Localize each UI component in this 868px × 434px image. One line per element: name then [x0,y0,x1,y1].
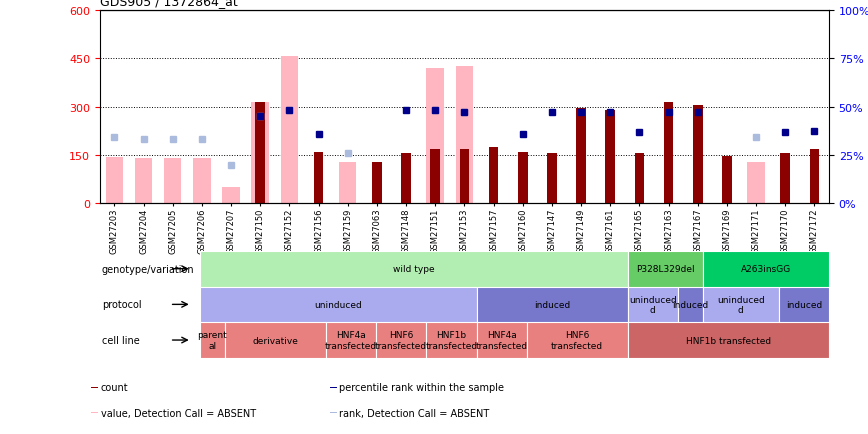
Text: uninduced
d: uninduced d [717,295,765,314]
Text: HNF1b transfected: HNF1b transfected [686,336,771,345]
Bar [200,287,477,322]
Text: GDS905 / 1372864_at: GDS905 / 1372864_at [100,0,238,8]
Bar [339,163,357,204]
Bar [225,322,326,358]
Text: HNF4a
transfected: HNF4a transfected [325,331,377,350]
Bar [194,159,211,204]
Bar [431,150,440,204]
Text: uninduced: uninduced [314,300,362,309]
Text: count: count [101,382,128,392]
Bar [426,69,444,204]
Bar [164,158,181,204]
Bar [628,251,703,287]
Text: genotype/variation: genotype/variation [102,264,194,274]
Bar [518,152,528,204]
Bar [135,159,152,204]
Bar [330,387,337,388]
Bar [426,322,477,358]
Bar [200,251,628,287]
Text: induced: induced [786,300,822,309]
Bar [605,111,615,204]
Text: induced: induced [673,300,708,309]
Bar [330,412,337,414]
Text: HNF4a
transfected: HNF4a transfected [476,331,528,350]
Bar [693,106,702,204]
Bar [747,162,765,204]
Bar [635,154,644,204]
Text: HNF1b
transfected: HNF1b transfected [425,331,477,350]
Bar [780,154,790,204]
Bar [779,287,829,322]
Text: cell line: cell line [102,335,140,345]
Text: protocol: protocol [102,300,141,309]
Bar [477,322,527,358]
Bar [810,149,819,204]
Text: percentile rank within the sample: percentile rank within the sample [339,382,504,392]
Bar [456,67,473,204]
Bar [678,287,703,322]
Text: value, Detection Call = ABSENT: value, Detection Call = ABSENT [101,408,256,418]
Text: induced: induced [534,300,570,309]
Bar [200,322,225,358]
Bar [222,188,240,204]
Text: A263insGG: A263insGG [741,265,791,273]
Bar [106,157,123,204]
Text: P328L329del: P328L329del [636,265,694,273]
Text: rank, Detection Call = ABSENT: rank, Detection Call = ABSENT [339,408,490,418]
Bar [372,162,382,204]
Bar [280,56,298,204]
Bar [401,154,411,204]
Bar [664,102,674,204]
Text: HNF6
transfected: HNF6 transfected [551,331,603,350]
Bar [313,152,324,204]
Text: uninduced
d: uninduced d [628,295,677,314]
Bar [703,287,779,322]
Text: HNF6
transfected: HNF6 transfected [375,331,427,350]
Bar [628,287,678,322]
Bar [477,287,628,322]
Bar [91,387,98,388]
Bar [628,322,829,358]
Bar [527,322,628,358]
Bar [722,156,732,204]
Bar [576,109,586,204]
Text: derivative: derivative [253,336,298,345]
Bar [91,412,98,414]
Bar [703,251,829,287]
Bar [489,148,498,204]
Bar [459,149,470,204]
Bar [547,154,556,204]
Bar [255,102,265,204]
Bar [252,102,269,204]
Text: parent
al: parent al [197,331,227,350]
Bar [376,322,426,358]
Bar [326,322,376,358]
Text: wild type: wild type [393,265,434,273]
